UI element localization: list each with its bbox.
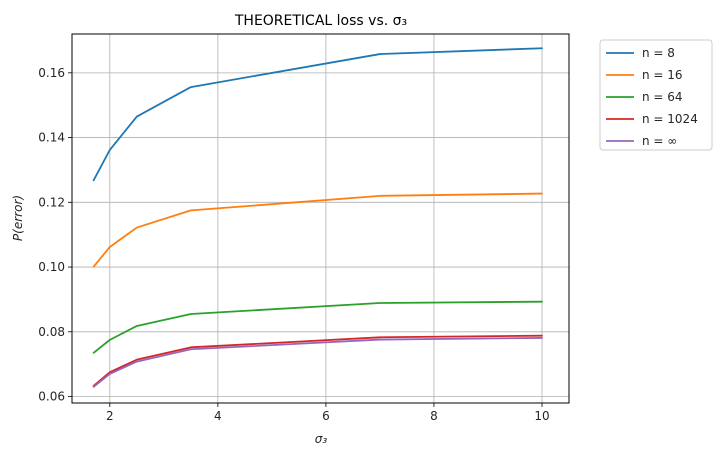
y-tick-label: 0.12	[38, 195, 65, 209]
series-line	[92, 192, 543, 268]
y-tick-label: 0.14	[38, 131, 65, 145]
legend-label: n = 1024	[642, 112, 698, 126]
chart-title: THEORETICAL loss vs. σ₃	[234, 13, 407, 29]
grid-layer	[72, 34, 569, 403]
legend-label: n = 8	[642, 46, 675, 60]
y-axis-label: P(error)	[11, 195, 25, 241]
x-tick-label: 2	[106, 409, 114, 423]
legend-label: n = 16	[642, 68, 683, 82]
plot-frame	[71, 33, 570, 404]
y-tick-label: 0.10	[38, 260, 65, 274]
x-tick-label: 4	[214, 409, 222, 423]
series-line	[92, 300, 543, 354]
y-tick-label: 0.16	[38, 66, 65, 80]
x-tick-label: 6	[322, 409, 330, 423]
tick-layer: 2 4 6 8 10 0.06 0.08 0.10 0.12 0.14 0.16	[38, 66, 549, 423]
legend-box	[599, 39, 713, 151]
x-tick-label: 10	[534, 409, 549, 423]
series-line	[92, 47, 543, 182]
legend-label: n = ∞	[642, 134, 677, 148]
x-axis-label: σ₃	[315, 432, 328, 446]
series-line	[92, 334, 543, 387]
y-tick-label: 0.08	[38, 325, 65, 339]
legend-items: n = 8 n = 16 n = 64 n = 1024 n = ∞	[606, 46, 698, 148]
series-layer	[92, 47, 543, 388]
x-tick-label: 8	[430, 409, 438, 423]
legend-label: n = 64	[642, 90, 683, 104]
series-line	[92, 337, 543, 388]
legend: n = 8 n = 16 n = 64 n = 1024 n = ∞	[599, 39, 713, 151]
y-tick-label: 0.06	[38, 390, 65, 404]
